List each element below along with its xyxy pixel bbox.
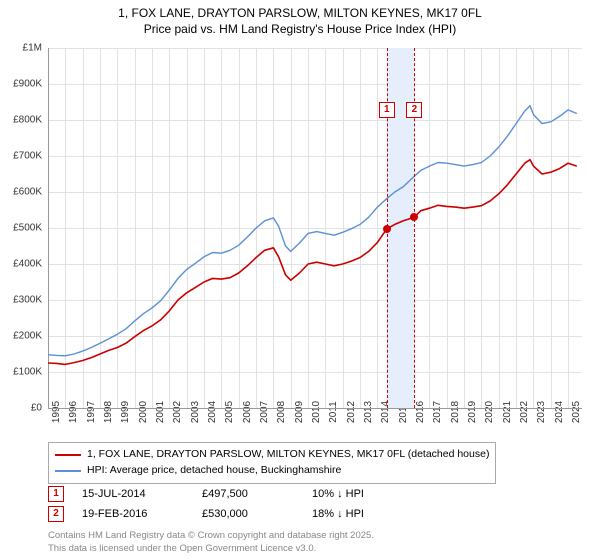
transaction-row: 2 19-FEB-2016£530,00018% ↓ HPI <box>48 504 452 524</box>
y-axis-label: £600K <box>13 187 42 198</box>
chart-title: 1, FOX LANE, DRAYTON PARSLOW, MILTON KEY… <box>0 0 600 22</box>
plot-wrap: £0£100K£200K£300K£400K£500K£600K£700K£80… <box>48 48 582 408</box>
y-axis-label: £300K <box>13 295 42 306</box>
transaction-point <box>410 213 418 221</box>
y-axis-label: £100K <box>13 367 42 378</box>
transaction-price: £497,500 <box>202 488 312 500</box>
y-axis-label: £400K <box>13 259 42 270</box>
y-axis-label: £800K <box>13 115 42 126</box>
footer-attribution: Contains HM Land Registry data © Crown c… <box>48 530 374 556</box>
y-axis-label: £200K <box>13 331 42 342</box>
legend-label: 1, FOX LANE, DRAYTON PARSLOW, MILTON KEY… <box>87 447 489 463</box>
x-axis-line <box>48 408 582 409</box>
transactions-list: 1 15-JUL-2014£497,50010% ↓ HPI 2 19-FEB-201… <box>48 484 452 524</box>
y-axis-label: £500K <box>13 223 42 234</box>
footer-line: Contains HM Land Registry data © Crown c… <box>48 530 374 543</box>
transaction-date: 15-JUL-2014 <box>82 488 202 500</box>
transaction-badge: 2 <box>48 506 64 522</box>
y-axis-label: £1M <box>23 43 42 54</box>
y-axis-label: £0 <box>31 403 42 414</box>
transaction-row: 1 15-JUL-2014£497,50010% ↓ HPI <box>48 484 452 504</box>
y-axis-label: £700K <box>13 151 42 162</box>
plot-area: £0£100K£200K£300K£400K£500K£600K£700K£80… <box>48 48 582 408</box>
transaction-vs-hpi: 18% ↓ HPI <box>312 508 452 520</box>
footer-line: This data is licensed under the Open Gov… <box>48 543 374 556</box>
legend-label: HPI: Average price, detached house, Buck… <box>87 463 341 479</box>
marker-badge: 2 <box>406 102 422 118</box>
legend-swatch <box>55 470 81 472</box>
series-hpi <box>48 106 577 356</box>
series-property <box>48 160 577 365</box>
transaction-vs-hpi: 10% ↓ HPI <box>312 488 452 500</box>
legend-box: 1, FOX LANE, DRAYTON PARSLOW, MILTON KEY… <box>48 442 496 484</box>
marker-badge: 1 <box>379 102 395 118</box>
transaction-point <box>383 225 391 233</box>
legend-swatch <box>55 454 81 456</box>
y-axis-label: £900K <box>13 79 42 90</box>
chart-container: 1, FOX LANE, DRAYTON PARSLOW, MILTON KEY… <box>0 0 600 560</box>
legend-item: 1, FOX LANE, DRAYTON PARSLOW, MILTON KEY… <box>55 447 489 463</box>
transaction-badge: 1 <box>48 486 64 502</box>
transaction-date: 19-FEB-2016 <box>82 508 202 520</box>
transaction-price: £530,000 <box>202 508 312 520</box>
legend-item: HPI: Average price, detached house, Buck… <box>55 463 489 479</box>
chart-subtitle: Price paid vs. HM Land Registry's House … <box>0 22 600 36</box>
series-svg <box>48 48 582 408</box>
